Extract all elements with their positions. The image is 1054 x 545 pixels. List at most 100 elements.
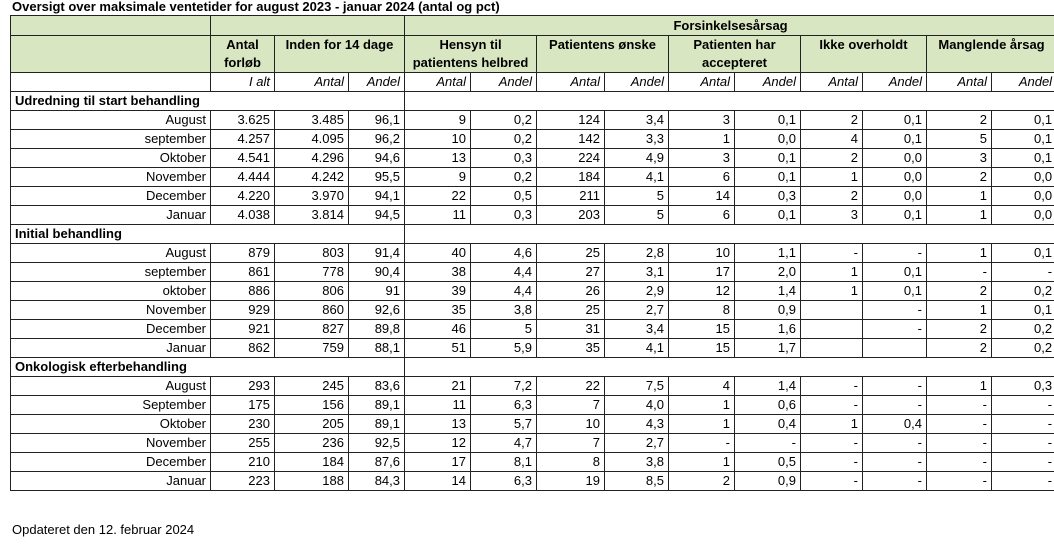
table-cell: 4,1 (604, 167, 669, 187)
table-cell: 184 (274, 452, 349, 472)
table-row: August 3.625 3.485 96,1 9 0,2 124 3,4 3 0,1 2 0,1 2 0… (10, 110, 1054, 130)
updated-note: Opdateret den 12. februar 2024 (12, 522, 195, 537)
table-cell: 124 (536, 110, 605, 130)
table-cell: - (800, 452, 863, 472)
table-cell: 0,0 (990, 205, 1054, 225)
table-cell: - (862, 395, 927, 415)
table-cell: 90,4 (348, 262, 405, 282)
table-cell: 5 (470, 319, 537, 339)
col-hensyn: Hensyn til patientens helbred (404, 35, 537, 73)
table-cell: 92,6 (348, 300, 405, 320)
table-cell: 0,4 (862, 414, 927, 434)
table-cell: 7 (536, 433, 605, 453)
table-cell: 7 (536, 395, 605, 415)
table-cell: 4.296 (274, 148, 349, 168)
table-cell: 184 (536, 167, 605, 187)
month-label: Oktober (10, 414, 211, 434)
section-title: Onkologisk efterbehandling (10, 357, 405, 377)
table-cell: - (926, 414, 992, 434)
table-row: August 293 245 83,6 21 7,2 22 7,5 4 1,4- -1 0,3 (10, 376, 1054, 396)
table-cell: - (926, 471, 992, 491)
table-cell: 1 (926, 300, 992, 320)
table-cell: 0,6 (734, 395, 801, 415)
table-cell: 156 (274, 395, 349, 415)
subheader-cell: Andel (604, 72, 669, 92)
table-cell: 203 (536, 205, 605, 225)
col-accepteret: Patienten har accepteret (668, 35, 801, 73)
month-label: August (10, 376, 211, 396)
table-row: september 4.257 4.095 96,2 10 0,2 142 3,3 1 0,0 4 0… (10, 129, 1054, 149)
table-cell: 4,4 (470, 281, 537, 301)
table-cell: 205 (274, 414, 349, 434)
table-cell: 3,8 (470, 300, 537, 320)
subheader-cell: Antal (926, 72, 992, 92)
section-title: Udredning til start behandling (10, 91, 405, 111)
table-cell: - (862, 376, 927, 396)
table-cell: 25 (536, 300, 605, 320)
table-cell: 0,0 (734, 129, 801, 149)
month-label: oktober (10, 281, 211, 301)
table-cell: 6 (668, 167, 735, 187)
table-cell: 2,7 (604, 433, 669, 453)
table-cell: 3,4 (604, 110, 669, 130)
month-label: september (10, 262, 211, 282)
table-cell: 89,8 (348, 319, 405, 339)
table-cell: 91 (348, 281, 405, 301)
table-cell: 2 (800, 110, 863, 130)
table-cell: - (800, 243, 863, 263)
table-cell: 806 (274, 281, 349, 301)
table-cell: 0,9 (734, 300, 801, 320)
table-cell: 6,3 (470, 395, 537, 415)
table-cell: 0,1 (862, 129, 927, 149)
table-cell: 0,0 (862, 148, 927, 168)
subheader-cell: Antal (668, 72, 735, 92)
month-label: August (10, 243, 211, 263)
table-cell: 224 (536, 148, 605, 168)
table-cell: - (862, 433, 927, 453)
table-cell: 94,1 (348, 186, 405, 206)
table-cell: 3.970 (274, 186, 349, 206)
table-cell: - (800, 433, 863, 453)
table-cell (800, 300, 863, 320)
table-cell: 10 (404, 129, 471, 149)
table-cell: 1,1 (734, 243, 801, 263)
table-cell: 87,6 (348, 452, 405, 472)
table-cell: 4.257 (210, 129, 275, 149)
table-cell: 1,4 (734, 281, 801, 301)
table-cell: 245 (274, 376, 349, 396)
table-cell: 4,3 (604, 414, 669, 434)
table-cell: 84,3 (348, 471, 405, 491)
table-cell: - (800, 376, 863, 396)
table-row: December 210 184 87,6 17 8,1 8 3,8 1 0,5- - - - (10, 452, 1054, 472)
table-cell: 40 (404, 243, 471, 263)
table-cell (800, 319, 863, 339)
table-cell: 46 (404, 319, 471, 339)
table-cell: 5 (604, 205, 669, 225)
table-cell: 4 (668, 376, 735, 396)
table-cell: 0,2 (990, 338, 1054, 358)
table-cell: - (926, 262, 992, 282)
table-cell: 1 (926, 243, 992, 263)
table-cell: 5 (604, 186, 669, 206)
table-cell: 1 (800, 262, 863, 282)
table-cell: 211 (536, 186, 605, 206)
table-cell: 3.814 (274, 205, 349, 225)
subheader-cell: Andel (348, 72, 405, 92)
table-row: oktober 886 806 91 39 4,4 26 2,9 12 1,4 1 0,1 2 0,2 (10, 281, 1054, 301)
table-cell: 0,3 (990, 376, 1054, 396)
table-cell: 2 (926, 110, 992, 130)
table-cell: 4.541 (210, 148, 275, 168)
col-antal-forlob: Antal forløb (210, 35, 275, 73)
month-label: Januar (10, 471, 211, 491)
table-row: Januar 223 188 84,3 14 6,3 19 8,5 2 0,9- - - - (10, 471, 1054, 491)
table-cell: 778 (274, 262, 349, 282)
table-cell (800, 338, 863, 358)
table-cell: 10 (536, 414, 605, 434)
table-cell: 88,1 (348, 338, 405, 358)
table-cell: 4,0 (604, 395, 669, 415)
table-cell: - (926, 395, 992, 415)
table-cell: 0,3 (470, 205, 537, 225)
table-cell: 3.625 (210, 110, 275, 130)
table-cell: 92,5 (348, 433, 405, 453)
table-cell: - (990, 433, 1054, 453)
